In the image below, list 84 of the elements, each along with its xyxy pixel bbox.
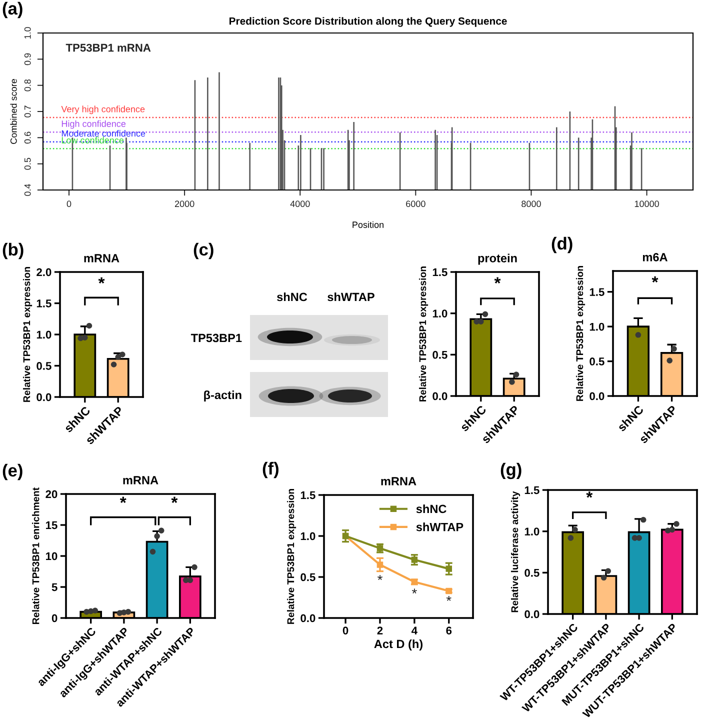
y-tick-label: 0.5	[524, 568, 540, 577]
y-tick-label: 1.0	[24, 27, 31, 39]
y-tick-label: 1.5	[524, 486, 540, 494]
x-axis-title: Act D (h)	[374, 639, 423, 650]
text: (b)	[2, 242, 24, 260]
annotation: *	[120, 496, 126, 503]
y-tick-label: 0.5	[36, 362, 52, 370]
text: (f)	[262, 462, 278, 478]
y-tick-label: 2.0	[36, 268, 52, 276]
y-tick-label: 1.5	[36, 300, 52, 308]
y-axis-title: Relative TP53BP1 expression	[576, 266, 586, 401]
x-tick-label: 2	[377, 626, 383, 634]
x-tick-label: 10000	[634, 200, 659, 208]
y-tick-label: 1.5	[300, 491, 316, 500]
chart-title: protein	[478, 254, 517, 265]
y-tick-label: 1.0	[432, 310, 448, 318]
x-tick-label: 4	[412, 626, 418, 634]
y-tick-label: 0.7	[24, 106, 31, 118]
y-tick-label: 10	[46, 552, 58, 560]
y-tick-label: 0.5	[590, 358, 604, 366]
y-tick-label: 0.5	[300, 573, 316, 582]
y-axis-title: Relative luciferase activity	[510, 491, 520, 612]
y-axis-title: Relative TP53BP1 expression	[286, 489, 296, 624]
text: (a)	[2, 2, 22, 18]
chart-title: Prediction Score Distribution along the Query Sequence	[230, 17, 507, 27]
y-tick-label: 1.5	[432, 268, 448, 276]
y-tick-label: 0.6	[24, 132, 31, 144]
x-tick-label: 2000	[174, 200, 194, 208]
y-axis-title: Relative TP53BP1 expression	[22, 267, 32, 402]
annotation: *	[652, 276, 658, 283]
chart-title: mRNA	[84, 254, 120, 262]
y-tick-label: 0.9	[24, 53, 31, 66]
x-axis-title: Position	[352, 221, 384, 228]
x-tick-label: 8000	[522, 200, 541, 208]
y-axis-title: Combined score	[10, 79, 17, 144]
annotation: *	[494, 277, 501, 284]
annotation: *	[98, 277, 105, 284]
y-tick-label: 1.5	[590, 288, 604, 296]
y-tick-label: 1.0	[524, 528, 540, 536]
y-tick-label: 1.0	[36, 330, 52, 339]
y-tick-label: 20	[46, 490, 58, 498]
y-tick-label: 0.5	[24, 158, 31, 170]
text: shWTAP	[328, 292, 374, 302]
chart-title: m6A	[642, 253, 668, 262]
y-tick-label: 0.0	[524, 610, 540, 618]
x-tick-label: 6	[446, 626, 452, 634]
chart-title: mRNA	[381, 477, 416, 486]
y-tick-label: 0.0	[590, 392, 604, 400]
annotation: *	[446, 596, 452, 601]
y-tick-label: 0.5	[432, 350, 448, 359]
annotation: *	[378, 575, 383, 580]
legend-label: shNC	[416, 504, 446, 514]
x-tick-label: 0	[66, 200, 72, 208]
y-tick-label: 0	[52, 614, 58, 622]
y-tick-label: 5	[52, 583, 58, 592]
y-tick-label: 0.8	[24, 79, 31, 92]
ref-line-label: Moderate confidence	[62, 130, 146, 137]
y-tick-label: 1.0	[300, 532, 316, 540]
ref-line-label: High confidence	[62, 120, 126, 129]
legend-label: shWTAP	[416, 522, 464, 532]
y-tick-label: 0.0	[300, 614, 316, 622]
text: shNC	[277, 292, 308, 302]
text: TP53BP1	[190, 334, 242, 342]
annotation: TP53BP1 mRNA	[66, 44, 151, 52]
text: (d)	[552, 236, 572, 254]
y-tick-label: 0.0	[432, 392, 448, 400]
y-axis-title: Relative TP53BP1 enrichment	[32, 487, 40, 624]
y-tick-label: 1.0	[590, 322, 604, 331]
y-axis-title: Relative TP53BP1 expression	[418, 266, 428, 402]
text: (c)	[194, 242, 214, 260]
x-tick-label: 4000	[290, 200, 310, 208]
annotation: *	[171, 496, 178, 503]
annotation: *	[412, 588, 417, 594]
y-tick-label: 0.4	[24, 184, 31, 196]
text: (e)	[2, 464, 22, 480]
annotation: *	[586, 492, 593, 498]
ref-line-label: Very high confidence	[61, 106, 145, 114]
y-tick-label: 0.0	[36, 393, 52, 402]
text: (g)	[500, 462, 522, 480]
y-tick-label: 15	[46, 521, 58, 530]
chart-title: mRNA	[123, 476, 158, 484]
text: β-actin	[204, 390, 242, 402]
x-tick-label: 0	[342, 626, 348, 634]
x-tick-label: 6000	[406, 200, 426, 208]
